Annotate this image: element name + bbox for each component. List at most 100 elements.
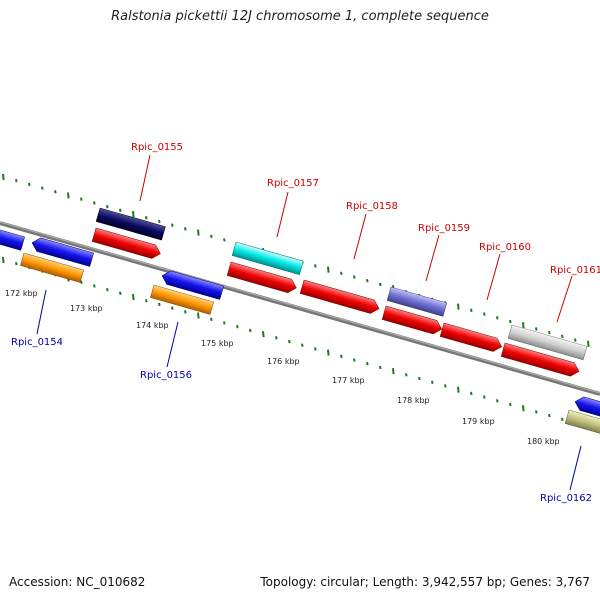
kbp-label-175: 175 kbp [201,339,234,348]
inner-scale-tick-minor [405,373,408,377]
gene-feature-rpic-0156[interactable] [160,269,224,300]
outer-scale-tick-minor [54,190,57,194]
outer-scale-tick-minor [561,334,564,339]
kbp-label-180: 180 kbp [527,437,560,446]
inner-scale-tick-minor [210,317,213,321]
inner-scale-tick-minor [535,410,538,414]
inner-scale-tick-minor [561,417,564,422]
inner-scale-tick-minor [353,358,356,362]
inner-scale-tick-minor [15,262,18,266]
inner-scale-tick-major [392,368,395,375]
inner-scale-tick-minor [93,284,96,288]
gene-feature-rpic-0157-red[interactable] [226,261,298,295]
gene-feature-rpic-0160[interactable] [439,322,503,353]
inner-scale-tick-minor [249,328,252,333]
gene-feature-rpic-0159-red[interactable] [381,305,444,336]
gene-label-rpic-0158[interactable]: Rpic_0158 [346,201,398,212]
inner-scale-tick-minor [548,413,551,418]
gene-label-rpic-0156[interactable]: Rpic_0156 [140,370,192,381]
gene-feature-rpic-0153-partial[interactable] [0,226,25,251]
inner-scale-tick-major [457,386,460,393]
inner-scale-tick-minor [470,391,473,396]
outer-scale-tick-minor [470,308,473,313]
gene-feature-rpic-0161-red[interactable] [500,342,581,378]
gene-feature-rpic-0155[interactable] [95,207,166,241]
kbp-label-173: 173 kbp [70,304,103,313]
outer-scale-tick-minor [93,201,96,205]
outer-scale-tick-minor [548,330,551,335]
kbp-label-172: 172 kbp [5,289,38,298]
outer-scale-tick-minor [223,238,226,242]
kbp-label-176: 176 kbp [267,357,300,366]
map-title: Ralstonia pickettii 12J chromosome 1, co… [111,9,489,24]
inner-scale-tick-minor [288,339,291,344]
inner-scale-tick-minor [509,402,512,407]
gene-feature-rpic-0158[interactable] [299,279,381,315]
outer-scale-tick-minor [145,216,148,220]
outer-scale-tick-minor [41,186,44,190]
inner-scale-tick-minor [184,310,187,314]
gene-feature-rpic-0156-orange[interactable] [150,284,214,315]
outer-scale-tick-minor [314,264,317,268]
inner-scale-tick-major [522,405,525,412]
gene-feature-rpic-0155-red[interactable] [91,227,162,260]
inner-scale-tick-major [2,256,5,264]
outer-scale-tick-minor [119,208,122,213]
gene-label-rpic-0155[interactable]: Rpic_0155 [131,142,183,153]
gene-feature-rpic-0154[interactable] [30,236,94,267]
outer-scale-tick-major [132,210,135,218]
gene-feature-rpic-0154-orange[interactable] [20,252,84,283]
gene-feature-rpic-0161[interactable] [507,324,588,361]
outer-scale-tick-minor [574,338,577,342]
kbp-label-179: 179 kbp [462,417,495,426]
inner-scale-tick-minor [379,365,382,370]
outer-scale-tick-minor [210,234,213,238]
gene-label-rpic-0154[interactable]: Rpic_0154 [11,337,63,348]
genome-backbone-highlight [0,221,600,394]
outer-scale-tick-major [522,322,525,329]
label-leader-lines [36,154,582,491]
outer-scale-tick-minor [353,275,356,279]
gene-label-rpic-0162[interactable]: Rpic_0162 [540,493,592,504]
outer-scale-tick-minor [158,219,161,224]
inner-scale-tick-minor [366,362,369,366]
outer-scale-tick-minor [366,279,369,283]
gene-feature-rpic-0162-olive[interactable] [564,409,600,438]
outer-scale-tick-major [457,303,460,310]
inner-scale-tick-minor [158,302,161,307]
outer-scale-tick-minor [379,282,382,287]
outer-scale-tick-major [327,266,330,273]
gene-label-rpic-0160[interactable]: Rpic_0160 [479,242,531,253]
topology-summary-text: Topology: circular; Length: 3,942,557 bp… [260,575,590,589]
kbp-label-177: 177 kbp [332,376,365,385]
inner-scale-tick-minor [119,291,122,296]
kbp-label-174: 174 kbp [136,321,169,330]
outer-scale-tick-minor [483,312,486,316]
inner-scale-tick-minor [145,299,148,303]
gene-feature-rpic-0159[interactable] [386,286,448,317]
gene-feature-rpic-0157[interactable] [231,241,304,275]
outer-scale-tick-major [2,173,5,181]
accession-text: Accession: NC_010682 [9,575,146,589]
inner-scale-tick-minor [80,280,83,284]
inner-scale-tick-major [262,331,265,338]
gene-label-rpic-0157[interactable]: Rpic_0157 [267,178,319,189]
inner-scale-tick-minor [496,399,499,403]
inner-scale-tick-minor [171,306,174,310]
outer-scale-tick-minor [496,316,499,320]
inner-scale-tick-minor [431,380,434,384]
inner-scale-tick-minor [301,343,304,347]
kbp-label-178: 178 kbp [397,396,430,405]
gene-feature-rpic-0162[interactable] [573,395,600,420]
outer-scale-tick-minor [509,319,512,324]
inner-scale-tick-major [197,312,200,319]
outer-scale-tick-major [197,229,200,236]
inner-scale-tick-minor [418,376,421,381]
gene-label-rpic-0161[interactable]: Rpic_0161 [550,265,600,276]
outer-scale-tick-minor [340,271,343,276]
outer-scale-tick-minor [15,179,18,183]
inner-scale-tick-minor [106,287,109,292]
inner-scale-tick-minor [275,336,278,340]
inner-scale-tick-minor [223,321,226,325]
gene-label-rpic-0159[interactable]: Rpic_0159 [418,223,470,234]
